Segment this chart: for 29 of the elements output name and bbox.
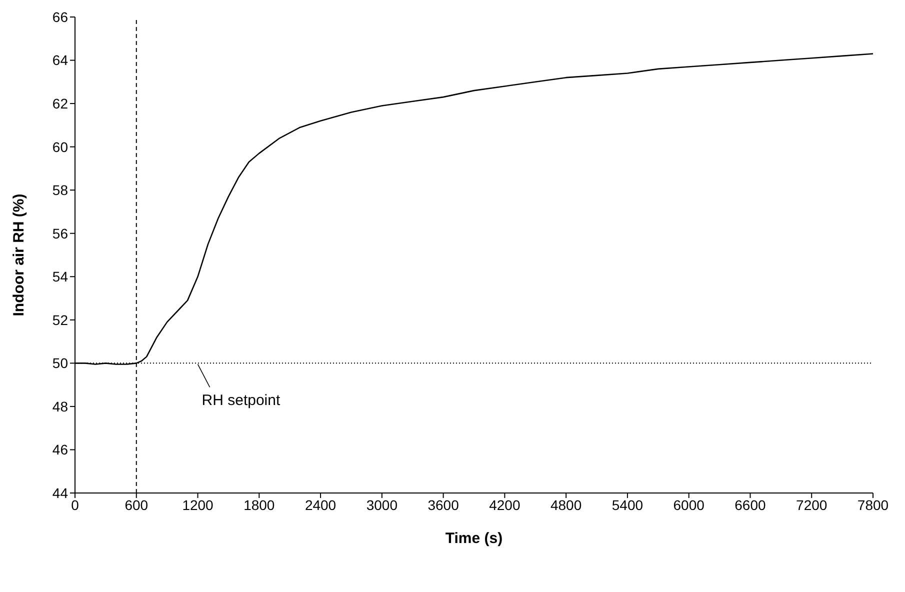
x-tick-label: 6000 [673, 496, 705, 513]
x-tick-label: 6600 [734, 496, 766, 513]
x-tick-label: 4200 [489, 496, 520, 513]
x-tick-label: 7800 [857, 496, 889, 513]
x-tick-label: 7200 [796, 496, 828, 513]
x-tick-label: 5400 [612, 496, 644, 513]
x-tick-label: 3600 [428, 496, 460, 513]
y-tick-label: 52 [52, 312, 68, 328]
y-axis-title: Indoor air RH (%) [10, 194, 28, 316]
y-tick-label: 46 [52, 442, 68, 458]
x-axis-title: Time (s) [445, 530, 503, 547]
y-tick-label: 60 [52, 138, 68, 155]
x-tick-label: 2400 [304, 496, 336, 513]
x-tick-label: 1200 [182, 496, 214, 513]
x-tick-label: 600 [124, 496, 148, 513]
y-tick-label: 58 [52, 182, 68, 198]
y-tick-label: 54 [52, 268, 68, 285]
x-tick-label: 4800 [550, 496, 582, 513]
x-tick-label: 3000 [366, 496, 398, 513]
x-tick-label: 0 [71, 496, 80, 513]
y-tick-label: 62 [52, 96, 68, 112]
x-tick-label: 1800 [244, 496, 275, 513]
y-tick-label: 48 [52, 398, 68, 414]
y-tick-label: 66 [52, 8, 68, 25]
y-tick-label: 64 [52, 52, 68, 68]
y-tick-label: 56 [52, 225, 68, 242]
y-tick-label: 50 [52, 355, 68, 372]
y-tick-label: 44 [52, 484, 68, 501]
annotation: RH setpoint [202, 392, 281, 410]
